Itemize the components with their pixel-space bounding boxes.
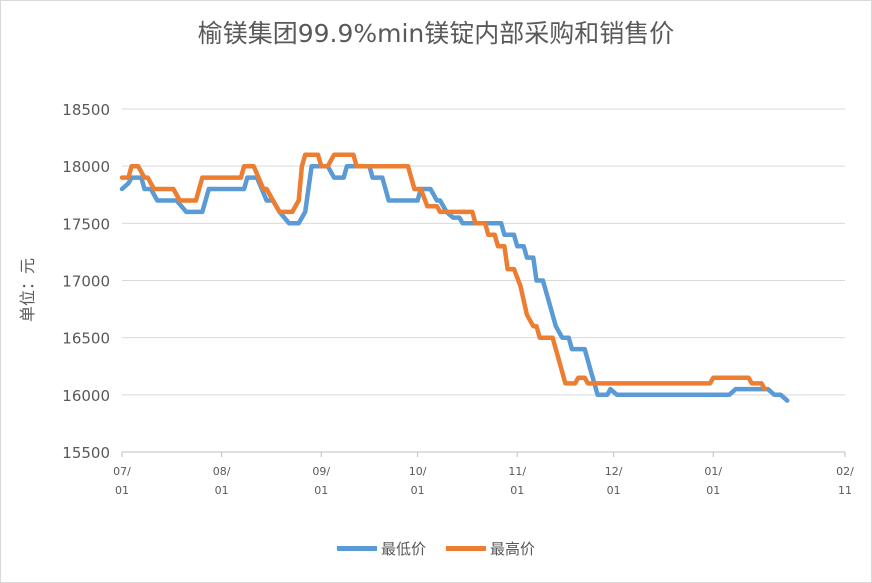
x-tick-label-top: 10/ — [409, 465, 427, 478]
x-tick-label-bottom: 01 — [115, 484, 129, 497]
x-tick-label-bottom: 01 — [215, 484, 229, 497]
x-tick-label-top: 11/ — [508, 465, 526, 478]
x-tick-label-bottom: 01 — [607, 484, 621, 497]
y-tick-label: 16000 — [62, 387, 110, 405]
x-tick-label-top: 09/ — [312, 465, 330, 478]
y-tick-label: 16500 — [62, 330, 110, 348]
x-tick-label-bottom: 01 — [411, 484, 425, 497]
y-tick-label: 18500 — [62, 101, 110, 119]
legend-item-low: 最低价 — [336, 538, 426, 559]
legend-label-low: 最低价 — [380, 540, 426, 558]
legend-swatch-low — [336, 546, 377, 551]
y-tick-label: 15500 — [62, 444, 110, 462]
legend: 最低价 最高价 — [0, 538, 872, 559]
y-tick-label: 17500 — [62, 215, 110, 233]
chart-title: 榆镁集团99.9%min镁锭内部采购和销售价 — [197, 19, 675, 48]
x-tick-label-bottom: 11 — [838, 484, 852, 497]
x-tick-label-top: 01/ — [704, 465, 722, 478]
y-tick-label: 17000 — [62, 273, 110, 291]
x-tick-label-bottom: 01 — [706, 484, 720, 497]
legend-label-high: 最高价 — [490, 540, 536, 558]
x-tick-label-top: 08/ — [213, 465, 231, 478]
legend-item-high: 最高价 — [446, 538, 535, 559]
x-tick-label-bottom: 01 — [510, 484, 524, 497]
x-tick-label-top: 07/ — [113, 465, 131, 478]
series-line-high — [119, 152, 767, 392]
y-tick-label: 18000 — [62, 158, 110, 176]
x-tick-label-bottom: 01 — [314, 484, 328, 497]
series-line-low — [119, 163, 790, 403]
x-tick-label-top: 02/ — [836, 465, 854, 478]
x-tick-label-top: 12/ — [605, 465, 623, 478]
legend-swatch-high — [446, 546, 486, 551]
